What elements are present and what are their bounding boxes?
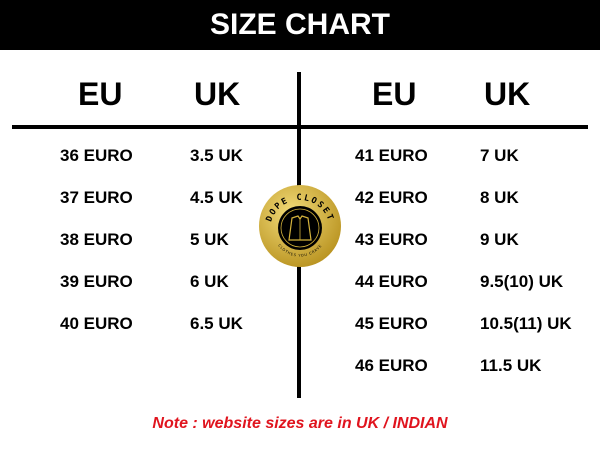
left-eu-header: EU: [78, 76, 123, 112]
left-uk-size: 4.5 UK: [190, 188, 243, 207]
left-uk-size: 5 UK: [190, 230, 229, 249]
right-uk-size: 9 UK: [480, 230, 519, 249]
left-eu-size: 40 EURO: [60, 314, 133, 333]
left-uk-size: 3.5 UK: [190, 146, 243, 165]
left-uk-size: 6.5 UK: [190, 314, 243, 333]
right-uk-header: UK: [484, 76, 531, 112]
right-uk-size: 8 UK: [480, 188, 519, 207]
sizing-note: Note : website sizes are in UK / INDIAN: [152, 415, 448, 432]
right-uk-size: 9.5(10) UK: [480, 272, 564, 291]
right-eu-size: 45 EURO: [355, 314, 428, 333]
left-eu-size: 36 EURO: [60, 146, 133, 165]
right-eu-size: 43 EURO: [355, 230, 428, 249]
left-eu-size: 39 EURO: [60, 272, 133, 291]
right-eu-size: 46 EURO: [355, 356, 428, 375]
left-eu-size: 37 EURO: [60, 188, 133, 207]
right-eu-size: 41 EURO: [355, 146, 428, 165]
dope-closet-logo: DOPE CLOSET CLOTHES YOU CRAVE: [259, 185, 341, 267]
left-uk-size: 6 UK: [190, 272, 229, 291]
right-eu-size: 44 EURO: [355, 272, 428, 291]
size-chart-title: SIZE CHART: [0, 0, 600, 50]
right-eu-size: 42 EURO: [355, 188, 428, 207]
right-eu-header: EU: [372, 76, 417, 112]
right-uk-size: 10.5(11) UK: [480, 314, 572, 333]
left-eu-size: 38 EURO: [60, 230, 133, 249]
right-uk-size: 11.5 UK: [480, 356, 542, 375]
left-uk-header: UK: [194, 76, 241, 112]
right-uk-size: 7 UK: [480, 146, 519, 165]
